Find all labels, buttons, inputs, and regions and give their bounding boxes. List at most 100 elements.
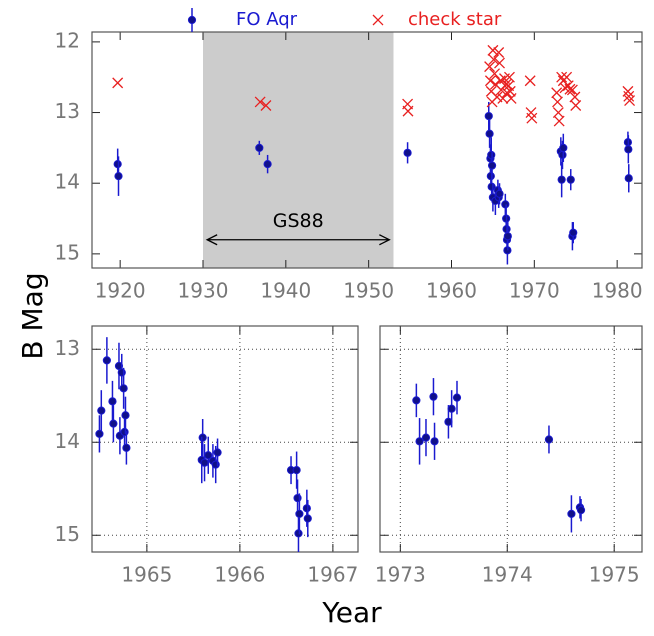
data-point	[484, 111, 493, 121]
data-point	[556, 71, 568, 83]
data-point	[557, 175, 566, 184]
plot-frame	[91, 31, 643, 269]
y-tick-label: 14	[55, 170, 80, 194]
data-point	[624, 174, 633, 183]
data-point	[213, 448, 222, 457]
data-point	[488, 54, 500, 66]
data-point	[566, 84, 578, 96]
data-point	[263, 160, 272, 169]
data-point	[95, 429, 104, 438]
data-point	[114, 172, 123, 181]
data-point	[198, 433, 207, 442]
data-point	[484, 61, 496, 73]
legend-label: FO Aqr	[236, 9, 298, 30]
data-point	[484, 75, 496, 87]
data-point	[486, 172, 495, 181]
shaded-span	[202, 32, 394, 268]
data-point	[430, 437, 439, 446]
data-point	[566, 175, 575, 184]
y-tick-label: 15	[55, 522, 80, 546]
data-point	[552, 107, 564, 119]
data-point	[567, 509, 576, 518]
x-tick-label: 1950	[343, 279, 394, 303]
x-tick-label: 1920	[95, 279, 146, 303]
y-tick-label: 14	[55, 429, 80, 453]
legend-marker	[187, 15, 197, 25]
data-point	[487, 44, 499, 56]
arrow-head	[379, 234, 391, 246]
y-tick-label: 12	[55, 28, 80, 52]
data-point	[122, 443, 131, 452]
data-point	[489, 68, 501, 80]
data-point	[109, 419, 118, 428]
data-point	[569, 228, 578, 237]
data-point	[493, 47, 505, 58]
annotation-label: GS88	[273, 210, 324, 232]
y-tick-label: 13	[55, 336, 80, 360]
data-point	[302, 504, 311, 513]
data-point	[623, 90, 635, 102]
data-point	[564, 83, 576, 95]
data-point	[558, 150, 567, 160]
data-point	[501, 87, 513, 99]
data-point	[553, 115, 565, 127]
data-point	[303, 514, 312, 523]
plot-frame	[379, 325, 643, 553]
data-point	[570, 100, 582, 111]
data-point	[495, 189, 504, 198]
data-point	[403, 148, 412, 157]
data-point	[200, 458, 209, 467]
x-tick-label: 1975	[589, 563, 640, 587]
data-point	[421, 433, 431, 442]
data-point	[113, 160, 122, 169]
data-point	[204, 451, 213, 460]
data-point	[526, 112, 538, 124]
plot-frame	[91, 325, 359, 553]
data-point	[412, 396, 421, 405]
data-point	[255, 143, 264, 152]
data-point	[624, 145, 633, 154]
x-tick-label: 1970	[509, 279, 560, 303]
data-point	[576, 506, 586, 515]
data-point	[102, 356, 111, 365]
y-tick-label: 15	[55, 240, 80, 264]
data-point	[452, 393, 462, 402]
x-tick-label: 1966	[214, 563, 265, 587]
data-point	[119, 384, 128, 393]
data-point	[551, 87, 563, 99]
data-point	[402, 105, 414, 117]
data-point	[624, 95, 636, 106]
x-tick-label: 1960	[426, 279, 477, 303]
data-point	[559, 143, 568, 152]
data-point	[500, 78, 512, 90]
data-point	[504, 71, 515, 83]
data-point	[121, 411, 130, 420]
data-point	[415, 437, 424, 446]
data-point	[505, 92, 517, 104]
y-tick-label: 13	[55, 99, 80, 123]
data-point	[292, 466, 301, 475]
x-tick-label: 1967	[307, 563, 358, 587]
data-point	[501, 200, 510, 209]
legend-marker	[372, 14, 384, 26]
x-tick-label: 1974	[482, 563, 533, 587]
data-point	[487, 161, 497, 170]
x-tick-label: 1940	[260, 279, 311, 303]
legend-label: check star	[408, 9, 502, 30]
x-tick-label: 1973	[375, 563, 426, 587]
data-point	[503, 232, 512, 241]
data-point	[569, 91, 581, 103]
data-point	[294, 529, 303, 538]
data-point	[295, 509, 304, 518]
data-point	[487, 150, 496, 160]
arrow-head	[205, 234, 218, 246]
data-point	[97, 406, 106, 415]
x-tick-label: 1930	[178, 279, 229, 303]
data-point	[544, 435, 554, 444]
data-point	[494, 57, 505, 69]
data-point	[254, 96, 266, 108]
data-point	[260, 100, 272, 111]
x-axis-label: Year	[321, 596, 382, 629]
